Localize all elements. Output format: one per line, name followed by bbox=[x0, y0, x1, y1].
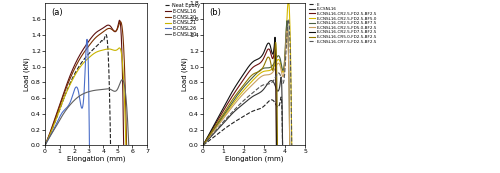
Text: (b): (b) bbox=[209, 8, 221, 17]
Legend: Neat Epoxy, E-CNSL16, E-CNSL20, E-CNSL21, E-CNSL26, E-CNSL20: Neat Epoxy, E-CNSL16, E-CNSL20, E-CNSL21… bbox=[165, 3, 200, 37]
X-axis label: Elongation (mm): Elongation (mm) bbox=[66, 156, 125, 162]
X-axis label: Elongation (mm): Elongation (mm) bbox=[225, 156, 284, 162]
Text: (a): (a) bbox=[51, 8, 62, 17]
Legend: E, E-CSNL16, E-CNSL16-CR2.5-FD2.5-BF2.5, E-CNSL16-CR2.5-FD2.5-BF5.0, E-CNSL16-CR: E, E-CSNL16, E-CNSL16-CR2.5-FD2.5-BF2.5,… bbox=[309, 3, 377, 44]
Y-axis label: Load (kN): Load (kN) bbox=[181, 57, 188, 91]
Y-axis label: Load (kN): Load (kN) bbox=[23, 57, 30, 91]
